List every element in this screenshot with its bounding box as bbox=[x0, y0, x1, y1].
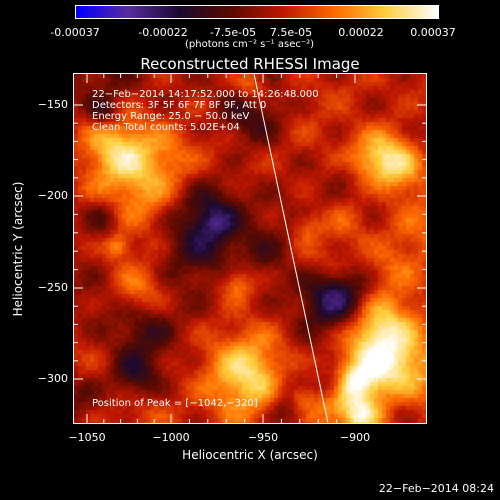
info-time-range: 22−Feb−2014 14:17:52.000 to 14:26:48.000 bbox=[92, 89, 319, 100]
y-tick-label: −150 bbox=[37, 98, 68, 111]
plot-title: Reconstructed RHESSI Image bbox=[140, 55, 360, 73]
info-detectors: Detectors: 3F 5F 6F 7F 8F 9F, Att 0 bbox=[92, 100, 267, 111]
plot-frame bbox=[73, 73, 427, 424]
footer-timestamp: 22−Feb−2014 08:24 bbox=[378, 482, 494, 495]
info-energy-range: Energy Range: 25.0 − 50.0 keV bbox=[92, 111, 250, 122]
observation-info: 22−Feb−2014 14:17:52.000 to 14:26:48.000… bbox=[92, 89, 319, 133]
colorbar-tick: -7.5e-05 bbox=[209, 26, 257, 39]
y-tick-label: −200 bbox=[37, 189, 68, 202]
x-tick-label: −1000 bbox=[152, 431, 190, 444]
colorbar-tick: -0.00022 bbox=[138, 26, 188, 39]
y-tick-label: −300 bbox=[37, 372, 68, 385]
y-axis-label: Heliocentric Y (arcsec) bbox=[11, 181, 25, 317]
solar-limb-overlay bbox=[253, 74, 329, 423]
colorbar-tick: 7.5e-05 bbox=[269, 26, 313, 39]
peak-position-text: Position of Peak = [−1042,−320] bbox=[92, 398, 258, 409]
colorbar bbox=[75, 5, 439, 19]
rhessi-image-map bbox=[74, 74, 426, 423]
x-tick-label: −900 bbox=[339, 431, 371, 444]
colorbar-tick: 0.00022 bbox=[338, 26, 384, 39]
x-axis-label: Heliocentric X (arcsec) bbox=[182, 448, 318, 462]
colorbar-tick: 0.00037 bbox=[410, 26, 456, 39]
x-tick-label: −1050 bbox=[68, 431, 106, 444]
axis-tick-marks bbox=[73, 73, 427, 424]
solar-limb-line bbox=[253, 74, 329, 423]
colorbar-unit-label: (photons cm⁻² s⁻¹ asec⁻²) bbox=[185, 39, 315, 50]
x-tick-label: −950 bbox=[247, 431, 279, 444]
info-counts: Clean Total counts: 5.02E+04 bbox=[92, 122, 240, 133]
colorbar-tick: -0.00037 bbox=[50, 26, 100, 39]
y-tick-label: −250 bbox=[37, 281, 68, 294]
